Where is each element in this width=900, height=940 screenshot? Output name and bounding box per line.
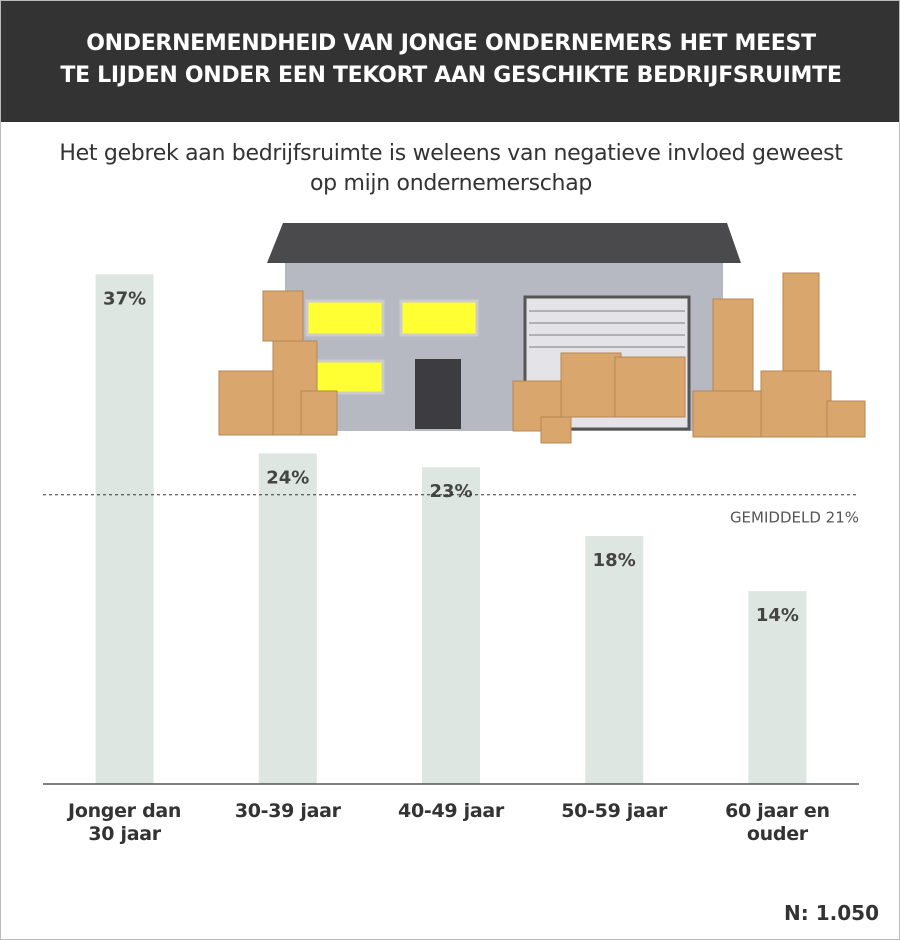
header: ONDERNEMENDHEID VAN JONGE ONDERNEMERS HE… <box>1 1 899 122</box>
value-label: 14% <box>756 605 799 626</box>
x-tick-label: 50-59 jaar <box>561 800 668 822</box>
value-label: 18% <box>593 550 636 571</box>
bar <box>258 453 317 784</box>
bar <box>422 467 480 784</box>
chart-title: TE LIJDEN ONDER EEN TEKORT AAN GESCHIKTE… <box>60 63 842 88</box>
bar <box>748 591 807 784</box>
warehouse-illustration <box>218 223 866 444</box>
chart-subtitle: op mijn ondernemerschap <box>309 171 593 196</box>
x-tick-label: 60 jaar en ouder <box>725 800 830 845</box>
reference-label: GEMIDDELD 21% <box>730 509 859 527</box>
x-tick-label: 30-39 jaar <box>234 800 341 822</box>
value-label: 24% <box>266 467 309 488</box>
sample-size-note: N: 1.050 <box>784 901 879 925</box>
chart-subtitle: Het gebrek aan bedrijfsruimte is weleens… <box>59 141 843 166</box>
chart-title: ONDERNEMENDHEID VAN JONGE ONDERNEMERS HE… <box>86 31 816 56</box>
x-tick-label: 40-49 jaar <box>398 800 504 822</box>
value-label: 37% <box>103 288 146 309</box>
x-tick-label: Jonger dan 30 jaar <box>68 800 182 845</box>
bar <box>95 274 154 784</box>
value-label: 23% <box>429 481 472 502</box>
bar <box>585 536 644 784</box>
